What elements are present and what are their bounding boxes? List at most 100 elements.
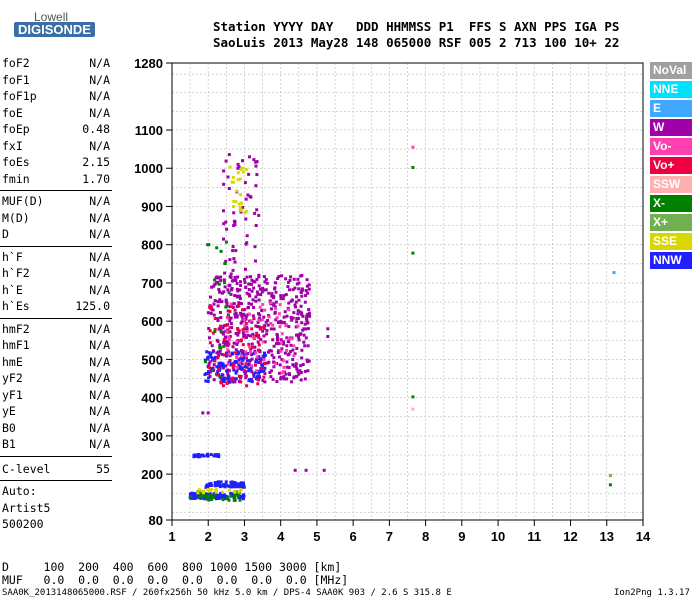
data-point: [228, 309, 232, 313]
data-point: [300, 356, 304, 360]
data-point: [210, 285, 214, 289]
data-point: [223, 281, 226, 285]
x-tick-label: 12: [563, 529, 577, 544]
data-point: [233, 380, 237, 384]
y-tick-label: 400: [141, 391, 163, 406]
y-tick-label: 1100: [135, 123, 163, 138]
data-point: [256, 375, 260, 379]
data-point: [608, 483, 612, 487]
data-point: [280, 371, 284, 375]
data-point: [213, 355, 217, 359]
data-point: [254, 377, 258, 381]
param-name: foEs: [2, 155, 30, 169]
data-point: [285, 349, 288, 352]
data-point: [295, 295, 298, 299]
data-point: [218, 483, 222, 487]
data-point: [216, 373, 220, 377]
data-point: [243, 372, 247, 376]
data-point: [287, 308, 291, 312]
data-point: [219, 329, 223, 333]
param-row: foF1 N/A: [2, 73, 110, 89]
data-point: [228, 165, 232, 169]
data-point: [237, 351, 241, 355]
data-point: [307, 312, 311, 316]
param-value: N/A: [89, 321, 110, 336]
data-point: [212, 378, 216, 382]
data-point: [269, 322, 273, 325]
data-point: [237, 165, 241, 169]
data-point: [254, 164, 258, 168]
data-point: [257, 318, 261, 322]
data-point: [234, 377, 238, 381]
data-point: [301, 363, 305, 366]
data-point: [277, 321, 280, 325]
data-point: [293, 303, 297, 307]
data-point: [278, 325, 282, 329]
param-row: D N/A: [2, 227, 110, 243]
param-row: yF1 N/A: [2, 388, 110, 404]
parameter-panel: foF2 N/A foF1 N/A foF1p N/A foE N/A foEp 0.48 fxI N…: [0, 0, 115, 560]
data-point: [296, 370, 300, 374]
data-point: [282, 342, 285, 346]
data-point: [267, 291, 271, 295]
data-point: [233, 496, 237, 500]
data-point: [248, 294, 252, 298]
data-point: [228, 335, 232, 338]
data-point: [242, 494, 246, 498]
data-point: [233, 493, 237, 497]
data-point: [411, 251, 415, 255]
data-point: [203, 497, 207, 501]
data-point: [304, 289, 308, 292]
data-point: [237, 366, 241, 370]
legend: NoVal NNE E W Vo- Vo+ SSW X- X+ SSE NNW: [0, 0, 700, 269]
data-point: [224, 159, 228, 163]
data-point: [206, 486, 210, 489]
data-point: [229, 272, 233, 276]
data-point: [228, 330, 232, 334]
data-point: [290, 380, 294, 384]
data-point: [227, 376, 231, 379]
data-point: [212, 284, 216, 288]
data-point: [295, 374, 299, 378]
data-point: [232, 341, 236, 345]
data-point: [210, 308, 214, 312]
data-point: [208, 336, 211, 340]
panel-divider: [0, 455, 112, 457]
data-point: [220, 300, 224, 304]
param-row: MUF(D) N/A: [2, 194, 110, 210]
data-point: [242, 369, 246, 373]
data-point: [266, 319, 270, 322]
data-point: [214, 489, 218, 493]
data-point: [298, 369, 302, 373]
data-point: [273, 311, 277, 315]
data-point: [196, 453, 200, 457]
param-name: C-level: [2, 461, 51, 476]
data-point: [254, 295, 258, 299]
data-point: [227, 362, 230, 366]
footer-d-row: D 100 200 400 600 800 1000 1500 3000 [km…: [2, 560, 342, 574]
data-point: [307, 308, 311, 311]
data-point: [295, 367, 299, 371]
data-point: [276, 338, 279, 342]
footer-muf-row: MUF 0.0 0.0 0.0 0.0 0.0 0.0 0.0 0.0 [MHz…: [2, 573, 349, 587]
data-point: [205, 483, 209, 487]
data-point: [276, 351, 280, 354]
data-point: [303, 377, 307, 381]
data-point: [228, 377, 231, 381]
panel-divider: [0, 190, 112, 191]
data-point: [214, 276, 218, 280]
data-point: [231, 245, 235, 248]
panel-divider: [0, 245, 112, 247]
data-point: [216, 494, 220, 498]
param-row: h`F N/A: [2, 250, 110, 266]
digisonde-logo: DIGISONDE: [14, 22, 95, 37]
data-point: [281, 359, 285, 363]
data-point: [254, 259, 257, 263]
data-point: [231, 376, 235, 380]
data-point: [207, 351, 211, 355]
data-point: [304, 327, 308, 331]
data-point: [236, 494, 240, 498]
data-point: [263, 351, 266, 355]
data-point: [239, 284, 243, 287]
data-point: [217, 367, 220, 371]
